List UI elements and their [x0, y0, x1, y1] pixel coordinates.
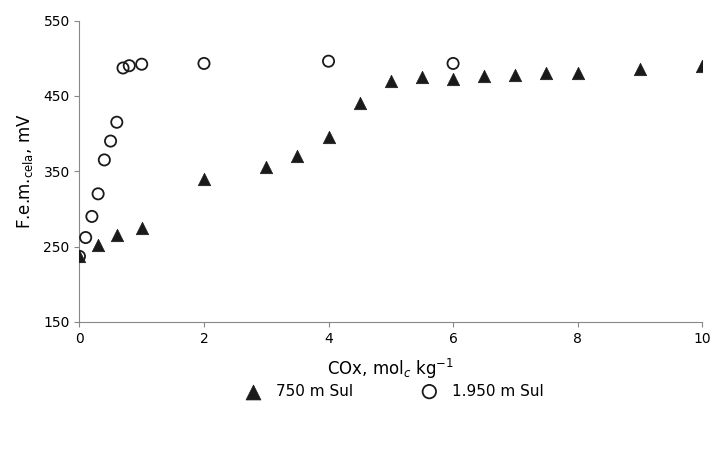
750 m Sul	[292, 153, 303, 160]
750 m Sul	[447, 76, 459, 83]
750 m Sul	[510, 71, 521, 78]
Legend: 750 m Sul, 1.950 m Sul: 750 m Sul, 1.950 m Sul	[232, 377, 550, 405]
750 m Sul	[478, 72, 490, 79]
750 m Sul	[111, 232, 123, 239]
750 m Sul	[416, 73, 428, 81]
1.950 m Sul	[198, 60, 210, 67]
750 m Sul	[73, 253, 85, 260]
1.950 m Sul	[105, 137, 116, 145]
750 m Sul	[323, 134, 335, 141]
1.950 m Sul	[117, 64, 129, 71]
750 m Sul	[541, 70, 552, 77]
1.950 m Sul	[123, 62, 135, 69]
750 m Sul	[634, 66, 645, 73]
1.950 m Sul	[323, 58, 335, 65]
1.950 m Sul	[136, 60, 147, 68]
750 m Sul	[385, 77, 396, 84]
1.950 m Sul	[92, 190, 104, 197]
750 m Sul	[198, 175, 210, 182]
750 m Sul	[92, 241, 104, 249]
750 m Sul	[136, 224, 147, 231]
750 m Sul	[261, 164, 272, 171]
1.950 m Sul	[447, 60, 459, 67]
750 m Sul	[354, 100, 365, 107]
750 m Sul	[572, 70, 584, 77]
1.950 m Sul	[80, 234, 91, 241]
Y-axis label: F.e.m.$_{\mathregular{cela}}$, mV: F.e.m.$_{\mathregular{cela}}$, mV	[15, 114, 35, 229]
750 m Sul	[696, 62, 708, 69]
1.950 m Sul	[111, 119, 123, 126]
X-axis label: COx, mol$_c$ kg$^{-1}$: COx, mol$_c$ kg$^{-1}$	[327, 357, 454, 381]
1.950 m Sul	[73, 253, 85, 260]
1.950 m Sul	[99, 156, 110, 164]
1.950 m Sul	[86, 213, 98, 220]
